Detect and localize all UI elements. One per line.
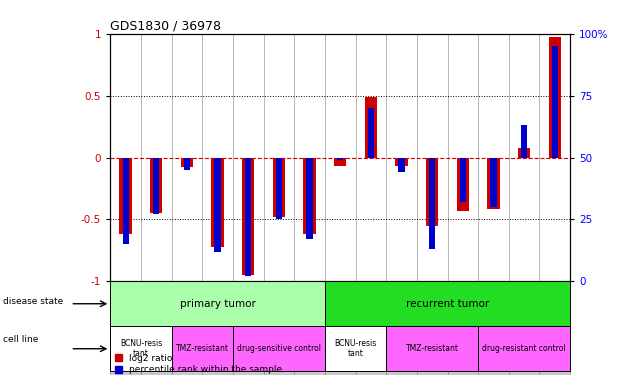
Bar <box>122 158 129 244</box>
FancyBboxPatch shape <box>233 281 263 375</box>
Bar <box>457 158 469 211</box>
FancyBboxPatch shape <box>447 281 478 375</box>
Bar <box>150 158 163 213</box>
Bar <box>325 326 386 371</box>
Bar <box>334 158 347 166</box>
Text: BCNU-resis
tant: BCNU-resis tant <box>120 339 162 358</box>
Text: recurrent tumor: recurrent tumor <box>406 299 489 309</box>
FancyBboxPatch shape <box>355 281 386 375</box>
Bar <box>488 158 500 210</box>
Bar <box>233 326 325 371</box>
Text: TMZ-resistant: TMZ-resistant <box>176 344 229 353</box>
Text: disease state: disease state <box>3 297 64 306</box>
Text: drug-resistant control: drug-resistant control <box>483 344 566 353</box>
Bar <box>304 158 316 234</box>
Text: primary tumor: primary tumor <box>180 299 256 309</box>
Bar <box>521 125 527 158</box>
Text: drug-sensitive control: drug-sensitive control <box>237 344 321 353</box>
FancyBboxPatch shape <box>171 281 202 375</box>
Bar <box>386 326 478 371</box>
Bar <box>478 326 570 371</box>
Bar <box>518 148 530 158</box>
Bar <box>429 158 435 249</box>
Text: BCNU-resis
tant: BCNU-resis tant <box>335 339 377 358</box>
Bar <box>120 158 132 234</box>
Bar <box>552 46 558 158</box>
Bar <box>368 108 374 158</box>
Bar <box>460 158 466 202</box>
Bar <box>110 326 171 371</box>
Bar <box>325 281 570 326</box>
Bar <box>273 158 285 217</box>
Bar <box>110 281 325 326</box>
FancyBboxPatch shape <box>263 281 294 375</box>
Legend: log2 ratio, percentile rank within the sample: log2 ratio, percentile rank within the s… <box>115 354 282 374</box>
Bar <box>337 158 343 160</box>
FancyBboxPatch shape <box>417 281 447 375</box>
Bar <box>184 158 190 170</box>
Bar <box>426 158 438 226</box>
Bar <box>365 97 377 158</box>
FancyBboxPatch shape <box>202 281 233 375</box>
Bar <box>276 158 282 219</box>
Bar <box>181 158 193 167</box>
Bar <box>171 326 233 371</box>
Bar <box>490 158 496 207</box>
Bar <box>245 158 251 276</box>
FancyBboxPatch shape <box>386 281 417 375</box>
Bar <box>549 38 561 158</box>
FancyBboxPatch shape <box>141 281 171 375</box>
FancyBboxPatch shape <box>294 281 325 375</box>
Bar <box>398 158 404 172</box>
Bar <box>306 158 312 239</box>
Bar <box>212 158 224 247</box>
Bar <box>214 158 220 252</box>
Bar <box>242 158 255 275</box>
FancyBboxPatch shape <box>478 281 509 375</box>
FancyBboxPatch shape <box>539 281 570 375</box>
Text: cell line: cell line <box>3 335 38 344</box>
Bar <box>396 158 408 166</box>
FancyBboxPatch shape <box>509 281 539 375</box>
FancyBboxPatch shape <box>325 281 355 375</box>
Text: GDS1830 / 36978: GDS1830 / 36978 <box>110 20 221 33</box>
FancyBboxPatch shape <box>110 281 141 375</box>
Text: TMZ-resistant: TMZ-resistant <box>406 344 459 353</box>
Bar <box>153 158 159 214</box>
